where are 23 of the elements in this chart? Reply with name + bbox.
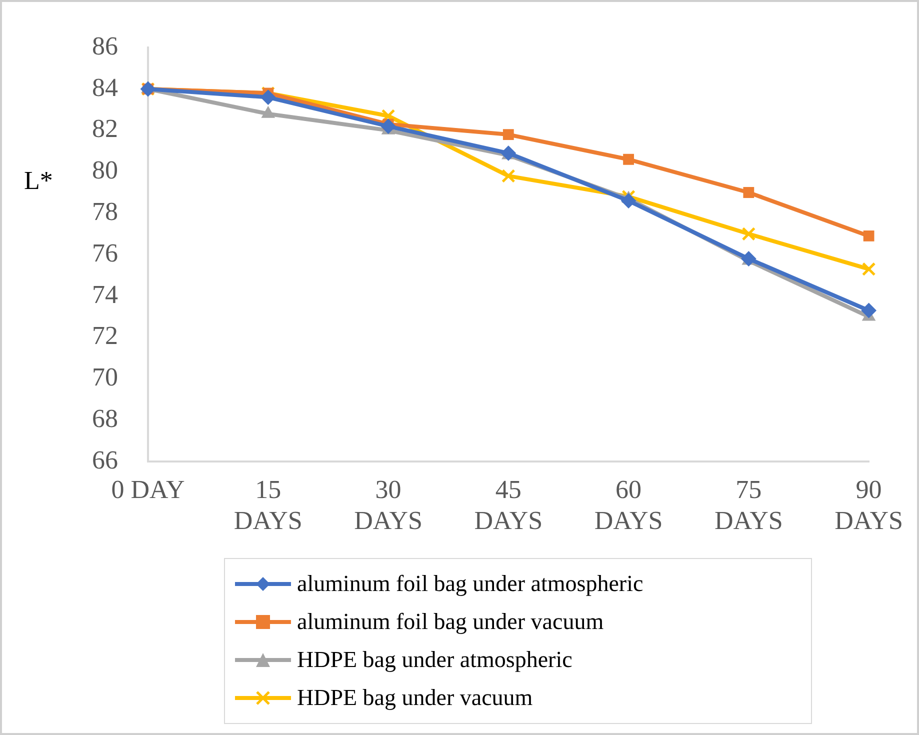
x-tick-label: 15 DAYS (234, 475, 302, 536)
y-tick-label: 86 (92, 31, 118, 60)
legend-label: aluminum foil bag under atmospheric (297, 571, 644, 597)
y-tick-label: 82 (92, 114, 118, 144)
y-tick-label: 70 (92, 362, 118, 392)
x-tick-label: 30 DAYS (354, 475, 422, 536)
x-tick-label: 75 DAYS (714, 475, 783, 536)
y-tick-label: 78 (92, 197, 118, 226)
legend-label: HDPE bag under atmospheric (297, 647, 572, 673)
y-tick-label: 74 (92, 280, 118, 309)
y-tick-label: 76 (92, 238, 118, 268)
x-tick-label: 45 DAYS (474, 475, 543, 536)
y-tick-label: 66 (92, 445, 118, 474)
y-tick-label: 72 (92, 321, 118, 350)
y-tick-label: 80 (92, 156, 118, 185)
legend-label: HDPE bag under vacuum (297, 685, 533, 711)
legend-label: aluminum foil bag under vacuum (297, 609, 604, 635)
y-tick-label: 84 (92, 72, 118, 102)
y-axis-title: L* (24, 166, 53, 195)
y-tick-label: 68 (92, 404, 118, 434)
x-tick-label: 90 DAYS (834, 475, 903, 536)
x-tick-label: 0 DAY (111, 475, 185, 504)
x-tick-label: 60 DAYS (594, 475, 663, 536)
